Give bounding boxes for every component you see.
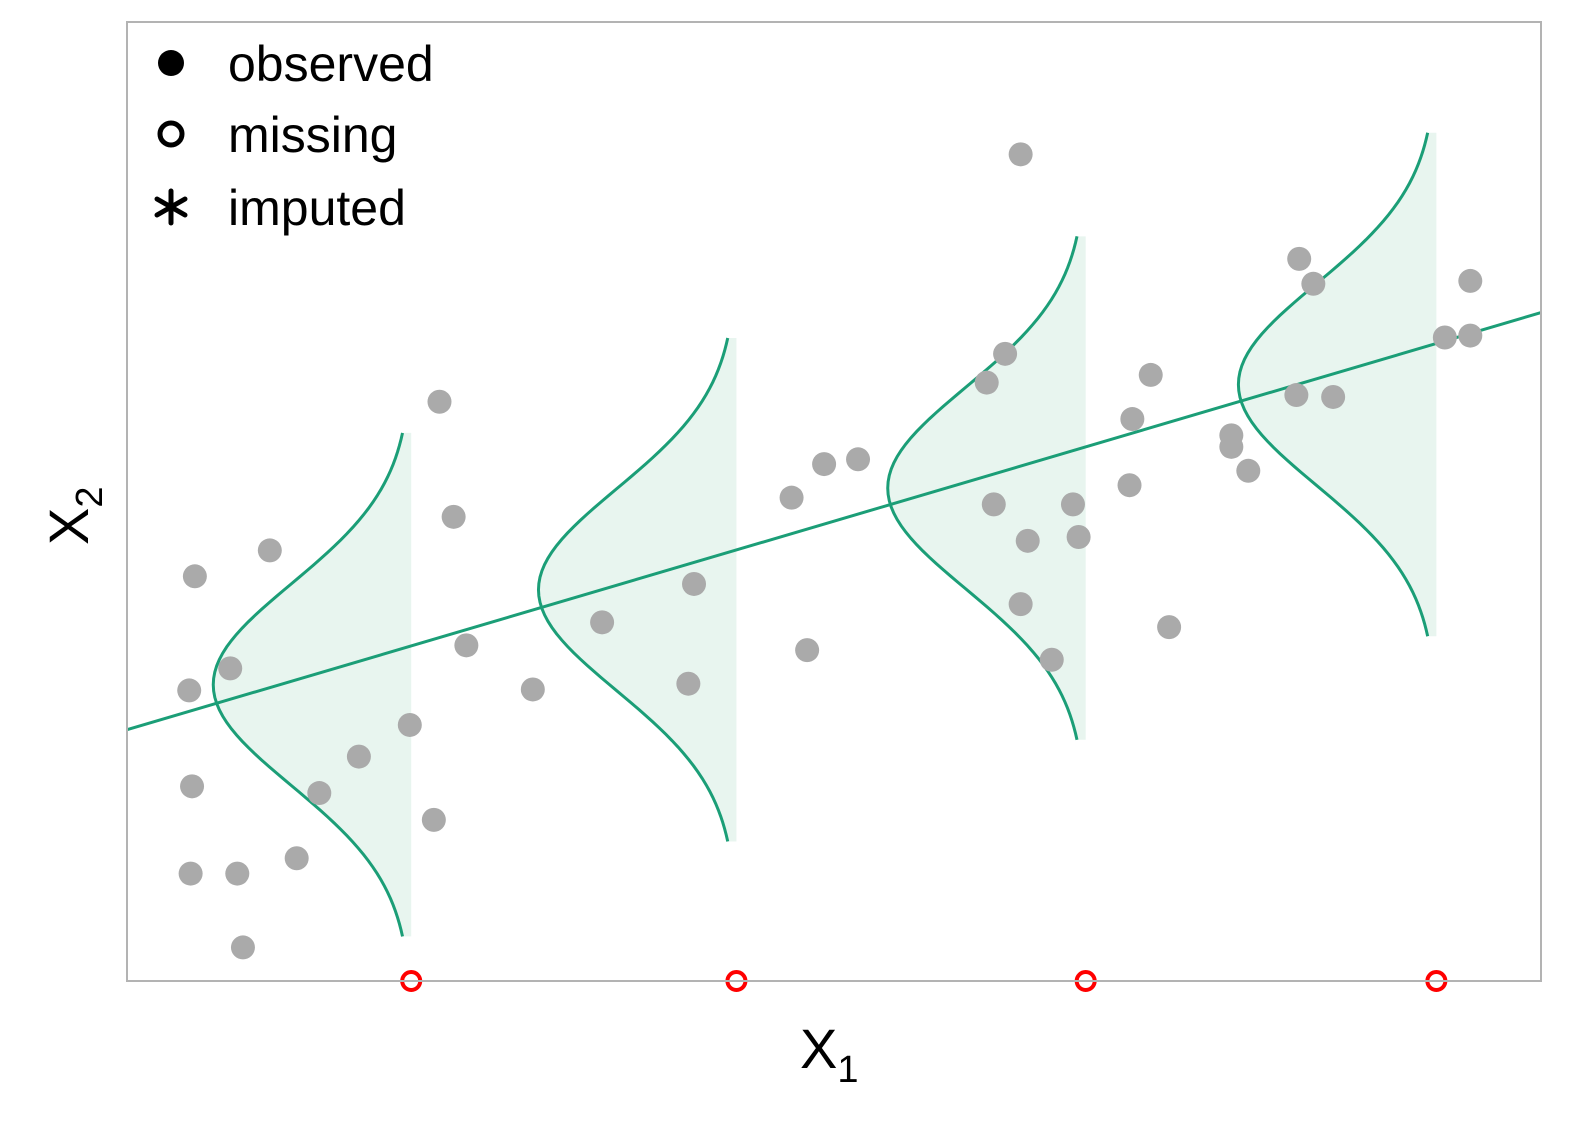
- observed-point: [178, 861, 203, 886]
- observed-point: [284, 846, 309, 871]
- density-curve-3: [886, 236, 1079, 741]
- observed-point: [1236, 458, 1261, 483]
- observed-point: [1060, 492, 1085, 517]
- observed-point: [520, 677, 545, 702]
- observed-point: [257, 538, 282, 563]
- density-curve-2: [536, 337, 730, 842]
- observed-point: [225, 861, 250, 886]
- legend: observed missing imputed: [154, 36, 434, 236]
- observed-point: [779, 485, 804, 510]
- regression-line: [126, 311, 1542, 732]
- observed-point: [1120, 407, 1145, 432]
- observed-point: [454, 633, 479, 658]
- observed-point: [846, 447, 871, 472]
- observed-point: [1219, 434, 1244, 459]
- observed-point: [682, 571, 707, 596]
- observed-point: [1157, 615, 1182, 640]
- observed-point: [421, 807, 446, 832]
- points-layer: [177, 142, 1483, 992]
- plot-frame: [126, 21, 1542, 982]
- observed-point: [1432, 325, 1457, 350]
- density-curve-1: [211, 432, 404, 937]
- legend-observed-label: observed: [228, 36, 434, 92]
- legend-observed-marker: [158, 50, 184, 76]
- observed-point: [1301, 271, 1326, 296]
- density-fill-4: [1238, 132, 1437, 637]
- x-axis-label: X1: [800, 1017, 859, 1091]
- observed-point: [812, 452, 837, 477]
- observed-point: [1287, 246, 1312, 271]
- observed-point: [1008, 592, 1033, 617]
- observed-point: [974, 370, 999, 395]
- observed-point: [1138, 362, 1163, 387]
- observed-point: [590, 610, 615, 635]
- observed-point: [180, 774, 205, 799]
- observed-point: [795, 638, 820, 663]
- observed-point: [981, 492, 1006, 517]
- density-fill-3: [887, 236, 1086, 740]
- observed-point: [1015, 528, 1040, 553]
- observed-point: [230, 935, 255, 960]
- density-curve-4: [1236, 132, 1430, 637]
- y-axis-label: X2: [37, 487, 111, 546]
- observed-point: [346, 744, 371, 769]
- legend-imputed-marker: [154, 188, 188, 226]
- observed-point: [177, 678, 202, 703]
- observed-point: [397, 712, 422, 737]
- observed-point: [1458, 323, 1483, 348]
- observed-point: [1039, 647, 1064, 672]
- observed-point: [427, 389, 452, 414]
- observed-point: [1284, 383, 1309, 408]
- legend-imputed-label: imputed: [228, 180, 406, 236]
- legend-missing-label: missing: [228, 107, 397, 163]
- observed-point: [307, 781, 332, 806]
- legend-missing-marker: [157, 120, 185, 148]
- observed-point: [676, 671, 701, 696]
- observed-point: [1117, 473, 1142, 498]
- observed-point: [218, 656, 243, 681]
- observed-point: [1458, 268, 1483, 293]
- density-fill-2: [538, 337, 737, 842]
- density-fill-1: [213, 432, 412, 937]
- observed-point: [1066, 524, 1091, 549]
- observed-point: [993, 341, 1018, 366]
- observed-point: [441, 504, 466, 529]
- observed-point: [1321, 384, 1346, 409]
- density-layer: [211, 132, 1437, 937]
- observed-point: [1008, 142, 1033, 167]
- observed-point: [182, 564, 207, 589]
